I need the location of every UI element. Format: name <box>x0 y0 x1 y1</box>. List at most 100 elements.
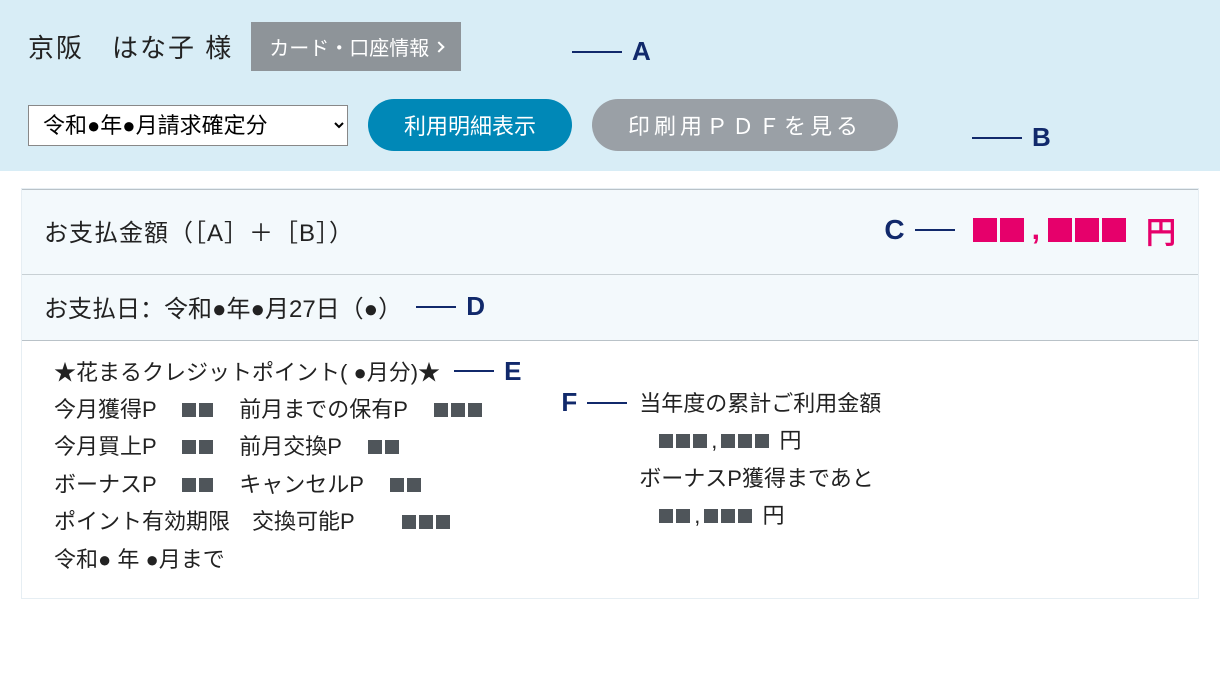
billing-period-select[interactable]: 令和●年●月請求確定分 <box>28 105 348 146</box>
mask-group <box>659 509 690 523</box>
annotation-A-label: A <box>632 36 651 67</box>
annotation-B-label: B <box>1032 122 1051 153</box>
mask-square-icon <box>402 515 416 529</box>
payment-amount-value-wrap: C ,円 <box>884 208 1176 252</box>
print-pdf-button[interactable]: 印刷用ＰＤＦを見る <box>592 99 898 151</box>
card-account-info-label: カード・口座情報 <box>269 32 429 61</box>
annotation-D: D <box>416 291 485 322</box>
mask-group <box>182 440 213 454</box>
annotation-C: C <box>884 214 954 246</box>
annotation-line <box>915 229 955 231</box>
mask-square-icon <box>407 478 421 492</box>
mask-square-icon <box>436 515 450 529</box>
mask-group <box>1048 218 1126 242</box>
mask-group <box>402 515 450 529</box>
mask-square-icon <box>385 440 399 454</box>
mask-square-icon <box>738 434 752 448</box>
points-line: 今月獲得P 前月までの保有P <box>54 391 521 428</box>
annotation-E-label: E <box>504 356 521 387</box>
points-left-column: ★花まるクレジットポイント( ●月分)★ E 今月獲得P 前月までの保有P 今月… <box>54 355 521 578</box>
points-right-column: F 当年度の累計ご利用金額, 円ボーナスP獲得まであと, 円 <box>561 355 1176 578</box>
payment-date-row: お支払日：令和●年●月27日（●） D <box>22 275 1198 341</box>
chevron-right-icon <box>434 41 445 52</box>
annotation-F-wrap: F 当年度の累計ご利用金額, 円ボーナスP獲得まであと, 円 <box>561 385 1176 535</box>
annotation-F: F <box>561 387 627 418</box>
annotation-line <box>972 137 1022 139</box>
mask-square-icon <box>721 434 735 448</box>
comma: , <box>711 428 717 453</box>
mask-group <box>182 403 213 417</box>
points-right-line: 当年度の累計ご利用金額 <box>639 385 881 422</box>
points-lines: 今月獲得P 前月までの保有P 今月買上P 前月交換P ボーナスP キャンセルP … <box>54 391 521 578</box>
annotation-line <box>454 370 494 372</box>
annotation-F-label: F <box>561 387 577 418</box>
mask-square-icon <box>468 403 482 417</box>
mask-group <box>973 218 1024 242</box>
points-title: ★花まるクレジットポイント( ●月分)★ <box>54 355 440 387</box>
mask-group <box>182 478 213 492</box>
points-right-line: , 円 <box>655 422 881 459</box>
annotation-D-label: D <box>466 291 485 322</box>
points-right-line: , 円 <box>655 497 881 534</box>
currency-label: 円 <box>780 428 802 453</box>
payment-amount-row: お支払金額（［A］＋［B］） C ,円 <box>22 189 1198 275</box>
payment-amount-label: お支払金額（［A］＋［B］） <box>44 213 354 248</box>
card-account-info-button[interactable]: カード・口座情報 <box>251 22 461 71</box>
mask-square-icon <box>755 434 769 448</box>
points-right-block: 当年度の累計ご利用金額, 円ボーナスP獲得まであと, 円 <box>639 385 881 535</box>
annotation-E: E <box>454 356 521 387</box>
annotation-line <box>572 51 622 53</box>
mask-group <box>721 434 769 448</box>
mask-group <box>390 478 421 492</box>
mask-square-icon <box>199 478 213 492</box>
mask-group <box>659 434 707 448</box>
annotation-line <box>587 402 627 404</box>
show-details-button[interactable]: 利用明細表示 <box>368 99 572 151</box>
mask-square-icon <box>676 509 690 523</box>
mask-square-icon <box>738 509 752 523</box>
payment-date-text: お支払日：令和●年●月27日（●） <box>44 289 402 324</box>
mask-square-icon <box>451 403 465 417</box>
points-line: ボーナスP キャンセルP <box>54 466 521 503</box>
mask-square-icon <box>693 434 707 448</box>
mask-square-icon <box>1075 218 1099 242</box>
points-line: ポイント有効期限 交換可能P <box>54 503 521 540</box>
statement-card: お支払金額（［A］＋［B］） C ,円 お支払日：令和●年●月27日（●） D … <box>22 189 1198 598</box>
mask-square-icon <box>1000 218 1024 242</box>
currency-label: 円 <box>1146 208 1176 252</box>
mask-square-icon <box>973 218 997 242</box>
mask-square-icon <box>1102 218 1126 242</box>
points-section: ★花まるクレジットポイント( ●月分)★ E 今月獲得P 前月までの保有P 今月… <box>22 341 1198 578</box>
payment-amount-masked: ,円 <box>969 208 1176 252</box>
currency-label: 円 <box>763 503 785 528</box>
mask-group <box>704 509 752 523</box>
mask-square-icon <box>659 434 673 448</box>
mask-square-icon <box>368 440 382 454</box>
user-name: 京阪 はな子 様 <box>28 28 233 65</box>
mask-group <box>434 403 482 417</box>
mask-group <box>368 440 399 454</box>
comma: , <box>694 503 700 528</box>
mask-square-icon <box>419 515 433 529</box>
mask-square-icon <box>721 509 735 523</box>
mask-square-icon <box>676 434 690 448</box>
points-line: 今月買上P 前月交換P <box>54 428 521 465</box>
mask-square-icon <box>390 478 404 492</box>
mask-square-icon <box>659 509 673 523</box>
points-line: 令和● 年 ●月まで <box>54 541 521 578</box>
points-right-line: ボーナスP獲得まであと <box>639 460 881 497</box>
annotation-A: A <box>572 36 651 67</box>
mask-square-icon <box>1048 218 1072 242</box>
mask-square-icon <box>182 478 196 492</box>
annotation-B: B <box>972 122 1051 153</box>
header-area: 京阪 はな子 様 カード・口座情報 A 令和●年●月請求確定分 利用明細表示 印… <box>0 0 1220 171</box>
annotation-C-label: C <box>884 214 904 246</box>
points-title-row: ★花まるクレジットポイント( ●月分)★ E <box>54 355 521 387</box>
mask-square-icon <box>199 440 213 454</box>
mask-square-icon <box>182 403 196 417</box>
annotation-line <box>416 306 456 308</box>
mask-square-icon <box>434 403 448 417</box>
comma: , <box>1032 213 1040 247</box>
mask-square-icon <box>704 509 718 523</box>
mask-square-icon <box>199 403 213 417</box>
